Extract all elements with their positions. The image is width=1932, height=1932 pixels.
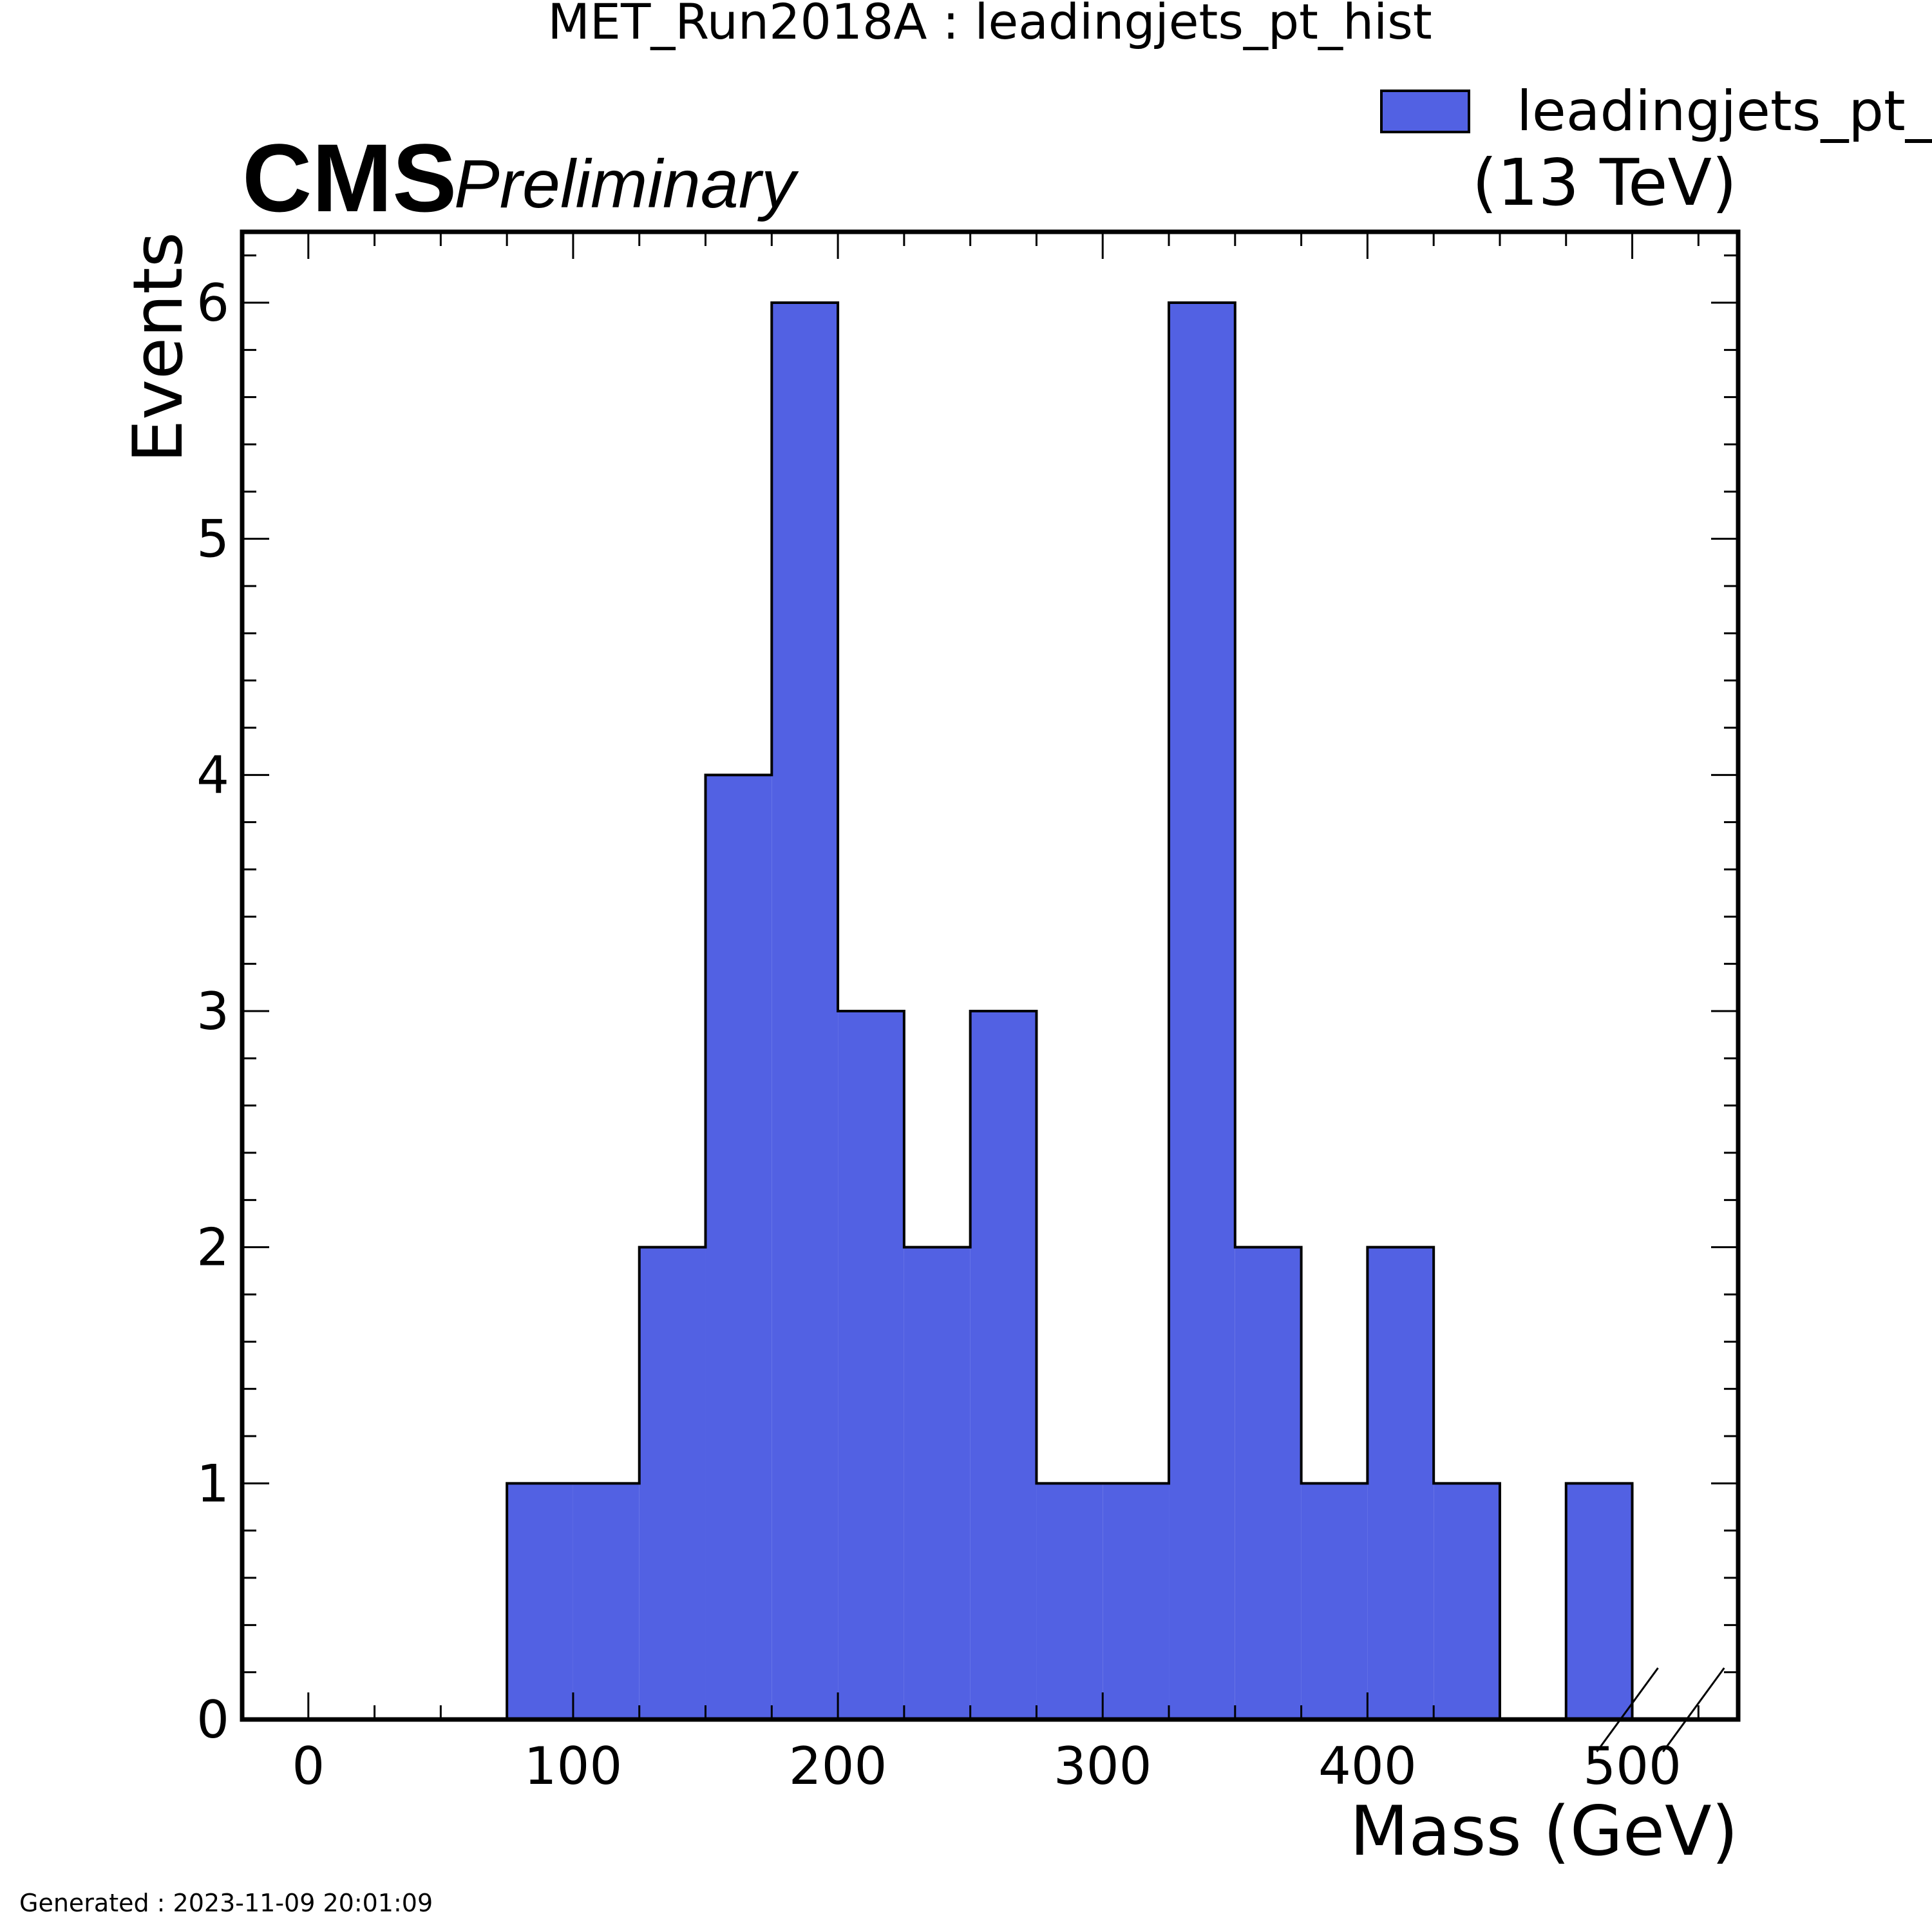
- histogram-bar: [1169, 303, 1235, 1719]
- x-tick-label: 200: [789, 1736, 887, 1796]
- overflow-slash: [1662, 1667, 1725, 1752]
- histogram-bar: [1036, 1483, 1103, 1719]
- legend: leadingjets_pt_hist: [1380, 79, 1932, 144]
- x-tick-label: 100: [524, 1736, 623, 1796]
- plot-area: 0 100 200 300 400 500 0 1 2 3 4 5 6: [196, 229, 1741, 1796]
- histogram-outline: [506, 301, 1634, 1719]
- histogram-bar: [507, 1483, 573, 1719]
- histogram-bar: [1301, 1483, 1368, 1719]
- histogram-bar: [772, 303, 838, 1719]
- histogram-bar: [838, 1011, 904, 1719]
- y-tick-label: 1: [196, 1454, 229, 1513]
- footer-timestamp: Generated : 2023-11-09 20:01:09: [19, 1889, 433, 1917]
- overflow-marker: [1596, 1667, 1725, 1752]
- preliminary-label: Preliminary: [454, 146, 799, 222]
- x-axis-label: Mass (GeV): [1350, 1792, 1738, 1871]
- y-tick-label: 2: [196, 1218, 229, 1278]
- legend-label: leadingjets_pt_hist: [1517, 79, 1932, 144]
- histogram-bar: [1566, 1483, 1633, 1719]
- overflow-slash: [1596, 1667, 1659, 1752]
- y-tick-label: 6: [196, 273, 229, 333]
- histogram-bar: [573, 1483, 639, 1719]
- histogram-bars: [507, 303, 1633, 1719]
- y-tick-label: 3: [196, 981, 229, 1041]
- histogram-bar: [1103, 1483, 1170, 1719]
- histogram-bar: [1235, 1247, 1302, 1719]
- energy-label: (13 TeV): [1472, 145, 1737, 220]
- axis-ticks: [241, 232, 1738, 1721]
- y-axis-label: Events: [118, 232, 198, 463]
- x-tick-label: 500: [1583, 1736, 1681, 1796]
- histogram-bar: [639, 1247, 706, 1719]
- x-tick-label: 300: [1054, 1736, 1152, 1796]
- histogram-bar: [970, 1011, 1037, 1719]
- y-tick-labels: 0 1 2 3 4 5 6: [196, 273, 229, 1750]
- plot-frame: [240, 229, 1741, 1722]
- x-tick-labels: 0 100 200 300 400 500: [292, 1736, 1681, 1796]
- x-tick-label: 400: [1318, 1736, 1417, 1796]
- cms-label: CMS: [242, 124, 457, 232]
- figure-title: MET_Run2018A : leadingjets_pt_hist: [547, 0, 1432, 50]
- histogram-bar: [1434, 1483, 1500, 1719]
- y-tick-label: 4: [196, 745, 229, 805]
- histogram-bar: [1367, 1247, 1434, 1719]
- histogram-bar: [904, 1247, 971, 1719]
- histogram-bar: [705, 775, 772, 1719]
- x-tick-label: 0: [292, 1736, 325, 1796]
- y-tick-label: 5: [196, 509, 229, 569]
- legend-swatch: [1380, 90, 1470, 133]
- y-tick-label: 0: [196, 1690, 229, 1750]
